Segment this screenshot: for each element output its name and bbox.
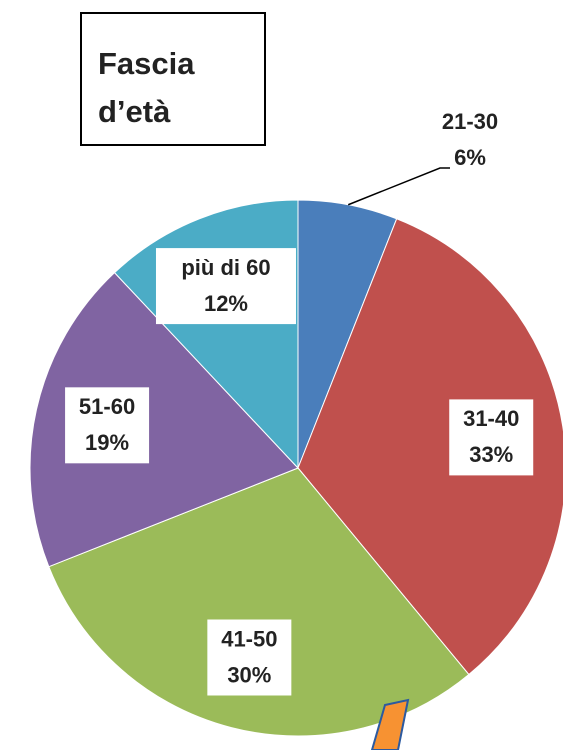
pie-slice xyxy=(29,271,299,568)
label-box xyxy=(155,248,296,325)
value-label: 33% xyxy=(469,442,513,467)
category-label: più di 60 xyxy=(181,255,270,280)
category-label: 51-60 xyxy=(79,394,135,419)
value-label: 6% xyxy=(454,145,486,170)
leader-line xyxy=(347,167,450,206)
cursor-decoration xyxy=(370,698,410,750)
label-box xyxy=(207,619,292,696)
category-label: 21-30 xyxy=(442,109,498,134)
chart-title: Fascia d’età xyxy=(98,46,195,129)
value-label: 19% xyxy=(85,430,129,455)
category-label: 41-50 xyxy=(221,626,277,651)
label-box xyxy=(65,387,150,464)
category-label: 31-40 xyxy=(463,406,519,431)
value-label: 30% xyxy=(227,662,271,687)
value-label: 12% xyxy=(204,291,248,316)
pie-slice xyxy=(48,467,470,737)
label-box xyxy=(449,399,534,476)
title-box: Fascia d’età xyxy=(80,12,266,146)
